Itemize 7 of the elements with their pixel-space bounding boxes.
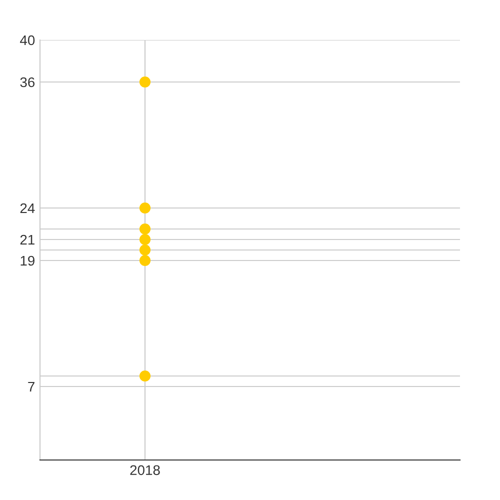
y-tick-label: 36 [20,77,35,88]
y-tick-label: 24 [20,203,35,214]
y-tick-label: 21 [20,234,34,245]
x-tick-label: 2018 [130,465,160,476]
y-tick-label: 19 [20,256,34,266]
y-tick-label: 40 [20,35,35,46]
y-tick-label: 7 [28,382,34,392]
